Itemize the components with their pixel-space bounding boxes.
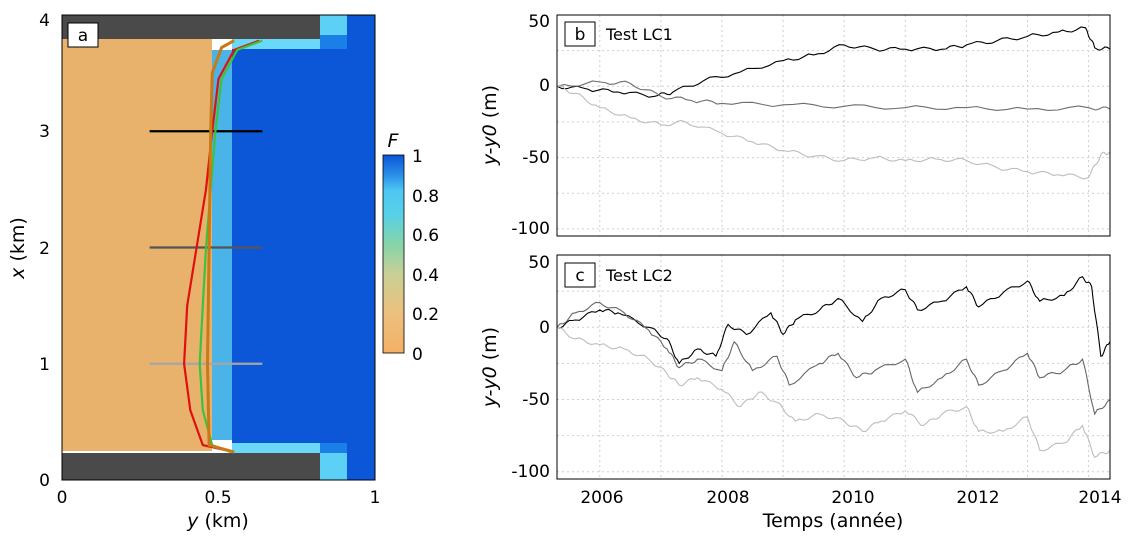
panel-c-grid [557, 255, 1110, 479]
shoreline-3 [206, 39, 235, 454]
panel-c-series [556, 276, 1111, 459]
panel-a-tag-box [67, 22, 99, 48]
time-axis-label: Temps (année) [762, 510, 904, 532]
colorbar-tick-0: 0 [412, 345, 423, 365]
colorbar-tick-1: 0.2 [412, 305, 439, 325]
xtick-2010: 2010 [831, 488, 874, 508]
ytick-a-2: 2 [39, 239, 50, 259]
shoreline-2 [198, 39, 263, 454]
panel-b: 50 0 -50 -100 y-y0 (m) b Test LC1 [479, 12, 1111, 239]
ytick-b-50: 50 [528, 12, 550, 32]
top-structure [62, 15, 320, 39]
panel-b-ylabel: y-y0 (m) [479, 85, 501, 166]
xtick-2008: 2008 [706, 488, 749, 508]
colorbar-gradient [382, 154, 405, 354]
panel-a-frame [61, 14, 376, 481]
panel-c-series-2 [556, 301, 1111, 416]
shorelines [183, 39, 263, 454]
ytick-a-4: 4 [39, 11, 50, 31]
panel-b-series-3 [556, 85, 1111, 180]
shoreline-1 [183, 39, 260, 454]
panel-b-frame [556, 14, 1111, 237]
panel-b-grid [557, 15, 1110, 236]
ytick-c-50: 50 [528, 253, 550, 273]
panel-b-series-1 [556, 26, 1111, 98]
panel-b-tag-box [564, 21, 596, 47]
xtick-a-1: 0.5 [204, 488, 231, 508]
ytick-c-0: 0 [539, 318, 550, 338]
xtick-2006: 2006 [580, 488, 623, 508]
xtick-2012: 2012 [956, 488, 999, 508]
panel-b-series [556, 26, 1111, 180]
panel-b-title: Test LC1 [605, 25, 673, 44]
panel-c-tag: c [575, 266, 584, 286]
bottom-structure [62, 453, 320, 480]
ytick-b-neg50: -50 [522, 148, 550, 168]
ytick-b-0: 0 [539, 76, 550, 96]
panel-a-ylabel: x (km) [7, 217, 29, 280]
top-structure-tip [320, 15, 347, 35]
top-structure-shadow [320, 35, 347, 49]
ytick-a-1: 1 [39, 355, 50, 375]
panel-a-xlabel: y (km) [186, 510, 249, 532]
sand-region [62, 39, 212, 451]
panel-c-series-1 [556, 276, 1111, 365]
panel-c-series-3 [556, 326, 1111, 459]
panel-c: 50 0 -50 -100 y-y0 (m) c Test LC2 2006 2… [479, 253, 1122, 532]
panel-c-frame [556, 254, 1111, 480]
panel-b-series-2 [556, 80, 1111, 111]
panel-a-tag: a [78, 26, 88, 46]
colorbar-tick-2: 0.4 [412, 266, 439, 286]
ytick-b-neg100: -100 [511, 219, 550, 239]
colorbar-tick-5: 1 [412, 147, 423, 167]
panel-a: 0 0.5 1 0 1 2 3 4 y (km) x (km) a [7, 11, 380, 532]
bottom-structure-tip [320, 453, 347, 480]
xtick-2014: 2014 [1078, 488, 1121, 508]
ytick-c-neg50: -50 [522, 390, 550, 410]
colorbar: F 0 0.2 0.4 0.6 0.8 1 [382, 130, 439, 365]
ytick-a-0: 0 [39, 471, 50, 491]
panel-b-tag: b [575, 25, 586, 45]
ytick-c-neg100: -100 [511, 462, 550, 482]
bottom-light-strip [232, 443, 320, 453]
colorbar-title: F [388, 130, 400, 152]
bottom-structure-shadow [320, 443, 347, 453]
ytick-a-3: 3 [39, 122, 50, 142]
panel-c-tag-box [564, 262, 596, 288]
colorbar-tick-4: 0.8 [412, 187, 439, 207]
top-light-strip [232, 39, 320, 49]
xtick-a-0: 0 [57, 488, 68, 508]
xtick-a-2: 1 [370, 488, 381, 508]
panel-c-ylabel: y-y0 (m) [479, 327, 501, 408]
panel-c-title: Test LC2 [605, 266, 673, 285]
colorbar-tick-3: 0.6 [412, 226, 439, 246]
